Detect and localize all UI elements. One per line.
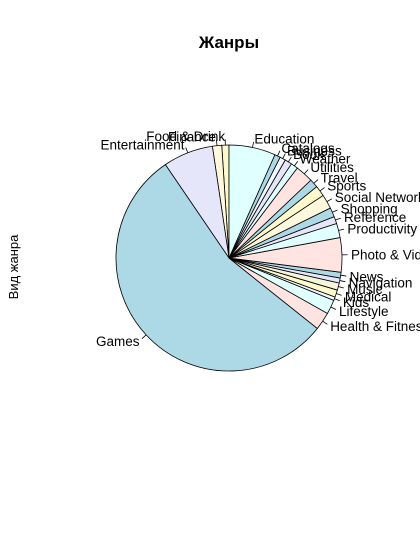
- leader-line-weather: [294, 161, 299, 167]
- leader-line-education: [252, 141, 255, 148]
- leader-line-navigation: [339, 280, 346, 283]
- leader-line-reference: [335, 217, 341, 221]
- slice-label-games: Games: [96, 334, 140, 349]
- leader-line-news: [340, 274, 347, 277]
- leader-line-kids: [334, 298, 340, 302]
- slice-label-kids: Kids: [343, 295, 370, 310]
- leader-line-book: [288, 156, 292, 163]
- slice-label-weather: Weather: [300, 151, 351, 166]
- slice-label-sports: Sports: [327, 179, 366, 194]
- leader-line-catalogs: [277, 150, 281, 157]
- leader-line-entertainment: [185, 147, 189, 153]
- slice-label-business: Business: [287, 144, 342, 159]
- slice-label-shopping: Shopping: [341, 202, 398, 217]
- slice-label-food-drink: Food & Drink: [146, 129, 225, 144]
- label-leader-lines: [141, 139, 348, 339]
- slice-label-travel: Travel: [321, 170, 358, 185]
- leader-line-productivity: [338, 228, 345, 231]
- slice-label-entertainment: Entertainment: [100, 137, 184, 152]
- leader-line-sports: [319, 187, 325, 192]
- slice-label-navigation: Navigation: [349, 275, 413, 290]
- pie-slices: [115, 144, 343, 372]
- slice-label-catalogs: Catalogs: [281, 141, 335, 156]
- slice-label-finance: Finance: [168, 130, 216, 145]
- slice-label-news: News: [350, 270, 384, 285]
- leader-line-shopping: [332, 209, 338, 213]
- leader-line-travel: [313, 179, 319, 184]
- leader-line-games: [141, 334, 147, 339]
- leader-line-social-networking: [326, 198, 333, 202]
- leader-line-finance: [216, 139, 218, 146]
- slice-label-music: Music: [347, 282, 383, 297]
- leader-line-health-fitness: [322, 320, 328, 325]
- chart-title: Жанры: [198, 33, 259, 52]
- y-axis-label: Вид жанра: [6, 234, 21, 299]
- leader-line-music: [338, 286, 344, 289]
- pie-slice-education: [228, 144, 276, 259]
- slice-label-reference: Reference: [344, 210, 406, 225]
- slice-label-photo-video: Photo & Video: [351, 248, 420, 263]
- slice-label-education: Education: [254, 132, 314, 147]
- slice-label-book: Book: [293, 147, 324, 162]
- slice-label-utilities: Utilities: [310, 160, 354, 175]
- leader-line-utilities: [304, 169, 309, 175]
- slice-label-social-networking: Social Networking: [335, 190, 420, 205]
- slice-label-medical: Medical: [345, 289, 392, 304]
- leader-line-business: [282, 153, 286, 159]
- slice-label-health-fitness: Health & Fitness: [330, 319, 420, 334]
- leader-line-lifestyle: [330, 306, 337, 310]
- leader-line-medical: [336, 293, 342, 296]
- slice-label-lifestyle: Lifestyle: [339, 304, 389, 319]
- slice-label-productivity: Productivity: [347, 221, 417, 236]
